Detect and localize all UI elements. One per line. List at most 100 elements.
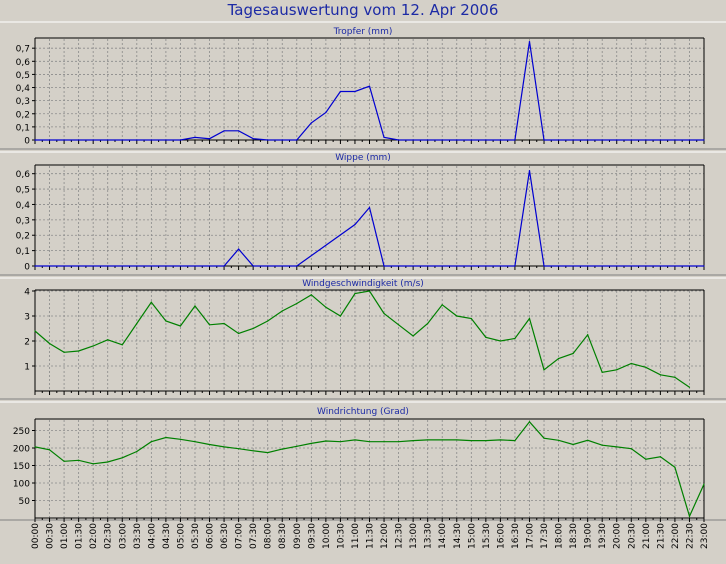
data-point [499,439,501,441]
data-point [354,223,356,226]
x-tick-label: 22:30 [685,523,695,549]
data-point [325,440,327,442]
data-point [121,457,123,459]
x-tick-label: 00:30 [46,523,56,549]
data-point [368,206,371,209]
data-point [630,448,632,450]
x-tick-label: 19:30 [598,523,608,549]
data-point [630,362,632,365]
data-point [572,352,574,355]
y-tick-label: 0,3 [16,97,30,107]
y-tick-label: 0,5 [16,186,30,196]
data-point [383,265,385,267]
data-point [528,170,531,172]
data-point [572,443,574,446]
data-point [107,339,109,341]
data-point [296,265,298,267]
x-tick-label: 02:30 [104,523,114,549]
data-point [485,440,487,442]
data-point [659,374,661,376]
x-tick-label: 14:30 [453,523,463,549]
data-point [48,449,51,451]
x-tick-label: 06:00 [206,523,216,549]
data-point [645,366,647,368]
series-line [34,290,690,388]
y-tick-label: 0,2 [16,232,30,242]
data-point [179,139,182,141]
y-tick-label: 4 [24,288,30,298]
data-point [194,305,196,307]
x-tick-label: 04:00 [147,523,157,549]
data-point [499,340,501,342]
data-point [296,302,298,305]
data-point [412,440,414,442]
data-point [238,248,240,250]
data-point [368,85,371,87]
data-point [397,139,400,141]
data-point [470,139,472,141]
data-point [208,324,211,326]
x-tick-label: 02:00 [89,523,99,549]
x-tick-label: 22:00 [671,523,681,549]
series-line [35,41,704,141]
x-tick-label: 17:00 [525,523,535,549]
data-point [34,139,36,141]
data-point [528,41,531,43]
data-point [238,130,240,132]
data-point [601,444,603,446]
y-tick-label: 0,7 [16,45,30,55]
data-point [252,327,254,330]
data-point [165,320,167,322]
x-tick-label: 21:30 [656,523,666,549]
y-tick-label: 0,5 [16,71,30,81]
data-point [616,369,618,371]
x-tick-label: 15:00 [467,523,477,549]
x-tick-label: 07:30 [249,523,259,549]
y-tick-label: 3 [24,313,30,323]
data-point [223,265,225,267]
data-point [645,458,647,460]
data-point [281,139,283,141]
data-point [92,463,94,465]
data-point [238,448,240,450]
data-point [165,436,167,439]
data-point [194,136,196,138]
x-tick-label: 17:30 [540,523,550,549]
y-tick-label: 150 [13,462,30,472]
y-tick-label: 0,6 [16,170,31,180]
data-point [557,439,560,441]
data-point [659,456,661,458]
y-tick-label: 0,3 [16,216,30,226]
data-point [528,317,531,320]
data-point [499,139,501,141]
data-point [368,441,371,443]
data-point [354,439,356,441]
data-point [179,325,182,327]
data-point [441,139,443,141]
x-tick-label: 12:00 [380,523,390,549]
data-point [383,136,385,138]
data-point [136,322,138,325]
x-tick-label: 13:30 [424,523,434,549]
x-tick-label: 09:30 [307,523,317,549]
x-tick-label: 04:30 [162,523,172,549]
panel-title: Wippe (mm) [335,153,391,163]
data-point [514,139,516,141]
y-tick-label: 250 [13,427,30,437]
x-tick-label: 12:30 [395,523,405,549]
y-tick-label: 0,4 [16,84,31,94]
x-tick-label: 16:00 [496,523,506,549]
y-tick-label: 0,4 [16,201,31,211]
x-tick-label: 05:00 [176,523,186,549]
data-point [441,304,443,306]
x-tick-label: 18:30 [569,523,579,549]
data-point [281,310,283,312]
y-tick-label: 50 [19,497,31,507]
data-point [688,515,691,517]
panel-title: Tropfer (mm) [333,27,393,37]
data-point [514,337,516,340]
data-point [267,320,269,322]
x-tick-label: 15:30 [482,523,492,549]
y-tick-label: 0,2 [16,110,30,120]
data-point [354,292,356,295]
